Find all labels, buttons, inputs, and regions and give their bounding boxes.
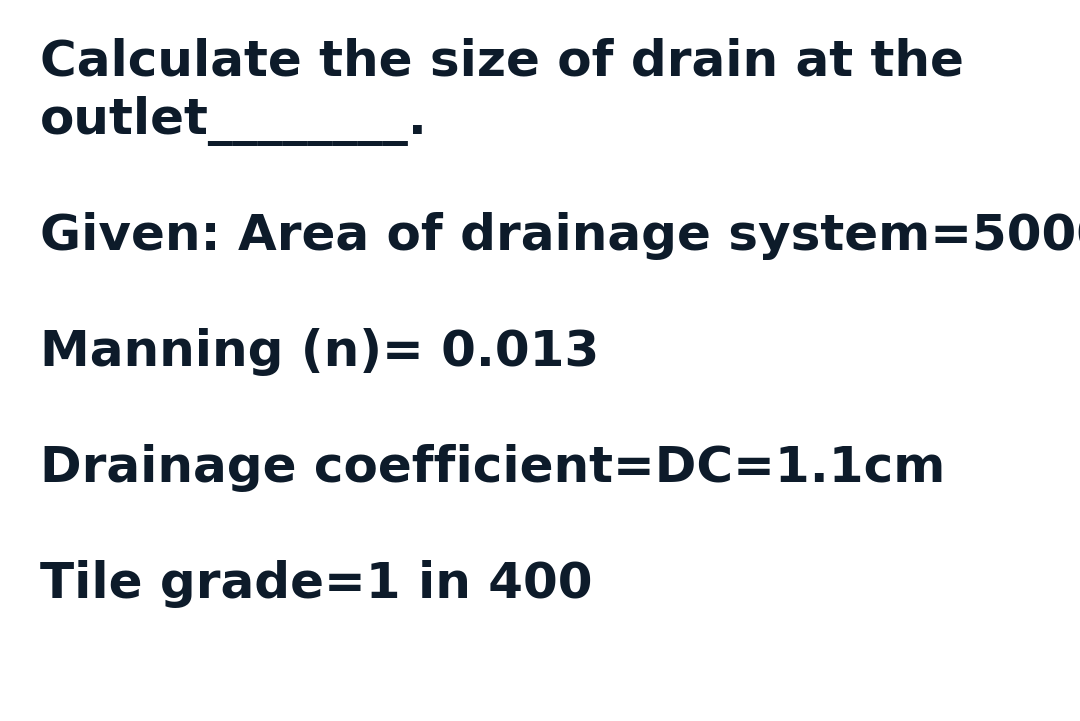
Text: Given: Area of drainage system=50000m2: Given: Area of drainage system=50000m2 <box>40 212 1080 260</box>
Text: Drainage coefficient=DC=1.1cm: Drainage coefficient=DC=1.1cm <box>40 444 945 492</box>
Text: Tile grade=1 in 400: Tile grade=1 in 400 <box>40 560 593 608</box>
Text: Calculate the size of drain at the: Calculate the size of drain at the <box>40 38 963 86</box>
Text: Manning (n)= 0.013: Manning (n)= 0.013 <box>40 328 599 376</box>
Text: outlet________.: outlet________. <box>40 96 428 146</box>
